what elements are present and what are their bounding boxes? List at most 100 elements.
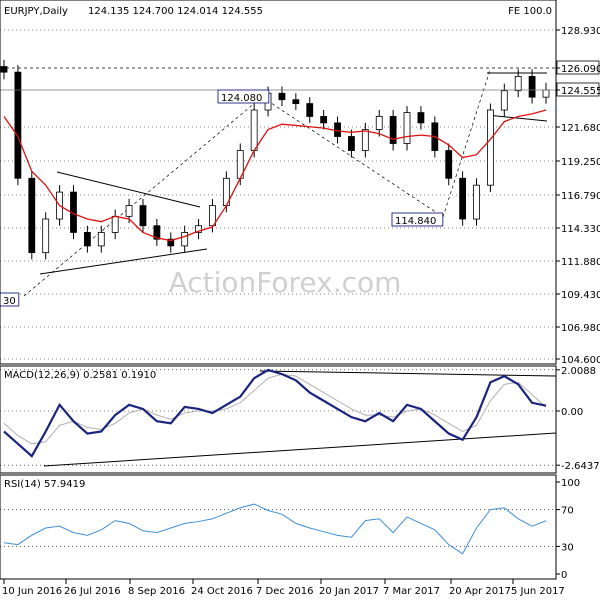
time-tick-label: 5 Jun 2017 <box>511 586 565 597</box>
macd-grid <box>0 369 556 466</box>
candle-body <box>459 177 467 220</box>
price-tick-label: 106.980 <box>561 323 600 334</box>
time-tick-label: 20 Apr 2017 <box>449 586 511 597</box>
candle-body <box>528 76 536 98</box>
annotation-label: 30 <box>3 296 16 307</box>
price-tick-label: 116.790 <box>561 191 600 202</box>
channel-lower-line <box>486 114 548 122</box>
price-tick-label: 104.600 <box>561 355 600 366</box>
watermark: ActionForex.com <box>169 266 402 299</box>
rsi-tick-label: 0 <box>561 570 567 581</box>
price-tick-label: 111.880 <box>561 257 600 268</box>
candle-body <box>417 112 425 124</box>
candle-body <box>389 116 397 144</box>
time-tick-label: 7 Dec 2016 <box>256 586 314 597</box>
trendlines <box>23 69 548 297</box>
candle-body <box>0 66 8 73</box>
price-tick-label: 121.680 <box>561 123 600 134</box>
annotation-label: 114.840 <box>395 216 436 227</box>
price-tick-label: 119.250 <box>561 157 600 168</box>
candle-body <box>445 150 453 179</box>
rsi-tick-label: 70 <box>561 506 574 517</box>
candle-body <box>83 232 91 247</box>
time-tick-label: 26 Jul 2016 <box>64 586 121 597</box>
candle-body <box>209 205 216 227</box>
price-header-label: EURJPY,Daily <box>4 6 68 17</box>
macd-line <box>3 368 547 458</box>
macd-signal-line <box>3 373 547 445</box>
rsi-label: RSI(14) 57.9419 <box>4 479 85 490</box>
fibo-dashed-line-3 <box>442 69 491 218</box>
candle-body <box>111 215 119 233</box>
candle-body <box>250 109 258 151</box>
macd-trendline-top <box>259 370 557 377</box>
price-panel-frame <box>0 0 557 365</box>
macd-label: MACD(12,26,9) 0.2581 0.1910 <box>4 370 156 381</box>
price-axis: 128.930 126.090 124.555 121.680 119.250 116.7… <box>556 26 600 366</box>
rsi-grid <box>0 509 556 547</box>
candle-body <box>195 225 202 233</box>
annotation-box <box>391 212 444 227</box>
candle-body <box>306 103 314 117</box>
annotation-box <box>0 292 20 307</box>
price-tick-label: 124.555 <box>561 86 600 97</box>
candle-body <box>514 76 522 92</box>
triangle-upper-line <box>56 171 201 208</box>
annotations: 124.080 114.840 30 <box>0 89 444 307</box>
price-tick-label: 126.090 <box>561 64 600 75</box>
candle-body <box>348 136 355 151</box>
price-grid <box>0 29 556 360</box>
candle-body <box>278 92 286 101</box>
candle-body <box>500 90 508 111</box>
sma-line <box>3 109 547 242</box>
candle-body <box>28 177 36 254</box>
candle-body <box>334 122 341 137</box>
candle-body <box>167 238 175 247</box>
time-axis: 10 Jun 2016 26 Jul 2016 8 Sep 2016 24 Oct 2… <box>2 579 565 597</box>
candle-body <box>14 71 22 179</box>
macd-panel-frame <box>0 365 557 474</box>
annotation-label: 124.080 <box>221 93 262 104</box>
candle-body <box>153 225 161 240</box>
rsi-line <box>3 503 547 555</box>
fibo-dashed-line-1 <box>23 96 263 297</box>
candle-body <box>125 205 133 217</box>
candles <box>0 59 550 260</box>
candle-body <box>42 218 50 254</box>
candle-body <box>473 184 480 220</box>
candle-body <box>139 205 147 227</box>
macd-axis: 2.0088 0.00 -2.6437 <box>556 366 600 472</box>
price-header-right: FE 100.0 <box>508 6 552 17</box>
rsi-tick-label: 100 <box>561 478 580 489</box>
macd-tick-label: 0.00 <box>561 407 583 418</box>
time-tick-label: 10 Jun 2016 <box>2 586 62 597</box>
time-tick-label: 7 Mar 2017 <box>383 586 440 597</box>
macd-trendline-bottom <box>43 432 557 467</box>
rsi-axis: 100 70 30 0 <box>556 478 580 581</box>
fibo-dashed-line-2 <box>261 96 444 218</box>
candle-body <box>542 89 550 98</box>
macd-tick-label: -2.6437 <box>561 461 600 472</box>
triangle-lower-line <box>39 248 208 275</box>
candle-body <box>320 116 328 124</box>
price-tick-label: 109.430 <box>561 290 600 301</box>
price-tick-label: 114.330 <box>561 224 600 235</box>
candle-body <box>97 232 105 247</box>
candle-body <box>181 232 189 247</box>
price-header-ohlc: 124.135 124.700 124.014 124.555 <box>88 6 263 17</box>
candle-body <box>292 99 300 104</box>
rsi-tick-label: 30 <box>561 542 574 553</box>
candle-body <box>375 116 383 130</box>
time-tick-label: 24 Oct 2016 <box>191 586 253 597</box>
time-tick-label: 8 Sep 2016 <box>128 586 185 597</box>
macd-tick-label: 2.0088 <box>561 366 596 377</box>
candle-body <box>403 112 411 144</box>
time-tick-label: 20 Jan 2017 <box>319 586 379 597</box>
annotation-box <box>217 89 270 104</box>
candle-body <box>361 129 369 151</box>
candle-body <box>487 109 494 186</box>
rsi-panel-frame <box>0 474 557 580</box>
